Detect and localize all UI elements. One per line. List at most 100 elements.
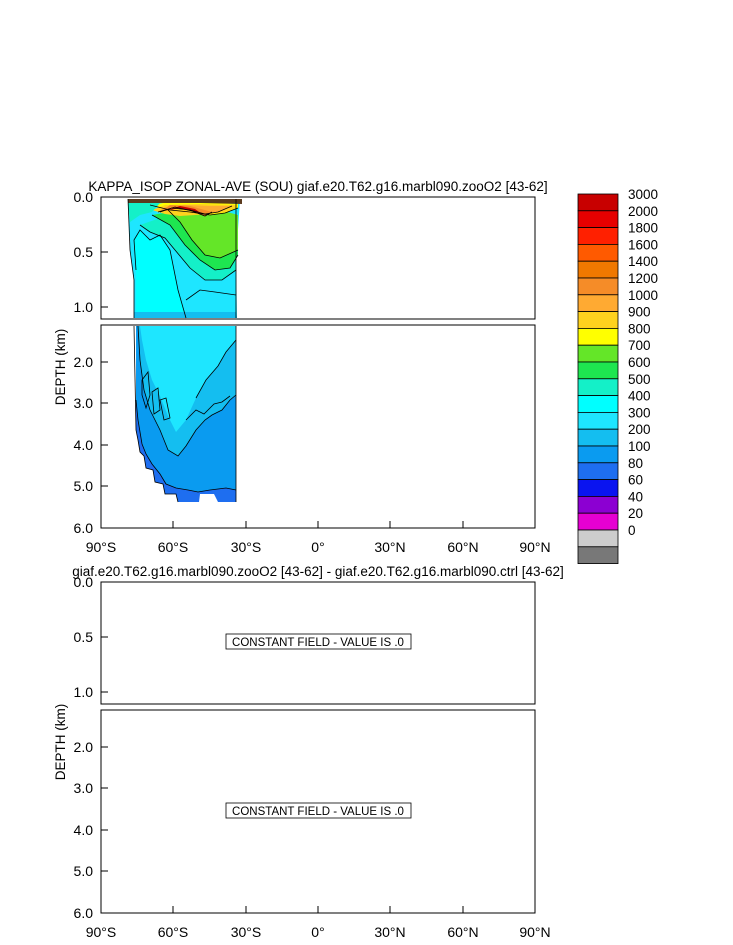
colorbar-box [577, 327, 619, 346]
colorbar-box [577, 445, 619, 464]
colorbar-level-label: 900 [628, 305, 651, 320]
x-tick-label: 30°S [231, 924, 262, 940]
colorbar-box [577, 294, 619, 312]
x-tick-label: 0° [311, 539, 324, 555]
colorbar-level-label: 3000 [628, 187, 658, 202]
colorbar-box [577, 260, 619, 279]
x-tick-label: 60°N [447, 539, 478, 555]
colorbar-box [577, 210, 619, 229]
y-tick-label: 1.0 [74, 684, 94, 700]
contour-line [185, 395, 231, 421]
contour-line [139, 224, 237, 281]
colorbar-level-label: 700 [628, 338, 651, 353]
colorbar-level-label: 2000 [628, 204, 658, 219]
top-upper-panel-frame [100, 196, 536, 320]
colorbar-box [577, 227, 619, 245]
x-tick-label: 60°S [158, 924, 189, 940]
colorbar-box [577, 193, 619, 212]
y-tick-label: 1.0 [74, 299, 94, 315]
y-tick-label: 0.5 [74, 244, 94, 260]
y-tick-label: 2.0 [74, 739, 94, 755]
colorbar-level-label: 100 [628, 439, 651, 454]
x-tick-label: 30°N [374, 924, 405, 940]
contour-line [151, 214, 239, 271]
top-plot-title: KAPPA_ISOP ZONAL-AVE (SOU) giaf.e20.T62.… [88, 179, 547, 194]
colorbar-level-label: 20 [628, 506, 643, 521]
colorbar-box [577, 495, 619, 514]
bottom-plot-title: giaf.e20.T62.g16.marbl090.zooO2 [43-62] … [72, 564, 564, 579]
colorbar-box [577, 529, 619, 548]
annotation-box [225, 633, 412, 650]
contour-line [167, 209, 239, 259]
colorbar-box [577, 411, 619, 430]
colorbar-level-label: 1400 [628, 254, 658, 269]
colorbar-level-label: 0 [628, 523, 636, 538]
y-tick-label: 3.0 [74, 395, 94, 411]
contour-fill-400-500 [134, 230, 186, 318]
y-tick-label: 0.0 [74, 574, 94, 590]
contour-line [185, 289, 237, 301]
colorbar-level-label: 200 [628, 422, 651, 437]
x-tick-label: 90°N [519, 924, 550, 940]
y-tick-label: 4.0 [74, 822, 94, 838]
colorbar-box [577, 378, 619, 396]
y-axis-label: DEPTH (km) [53, 704, 68, 781]
x-tick-label: 90°S [86, 924, 117, 940]
contour-fill-400-500 [140, 326, 236, 432]
top-lower-contours [133, 325, 237, 503]
top-lower-contour-lines [133, 325, 237, 503]
top-x-axis: 90°S 60°S 30°S 0° 30°N 60°N 90°N [86, 521, 551, 555]
x-tick-label: 30°S [231, 539, 262, 555]
contour-line [137, 325, 237, 457]
contour-line [195, 339, 237, 399]
x-tick-label: 90°N [519, 539, 550, 555]
y-tick-label: 0.5 [74, 629, 94, 645]
colorbar-box [577, 479, 619, 497]
colorbar-box [577, 395, 619, 413]
contour-line [151, 387, 161, 415]
x-tick-label: 60°N [447, 924, 478, 940]
y-tick-label: 5.0 [74, 478, 94, 494]
bottom-x-axis: 90°S 60°S 30°S 0° 30°N 60°N 90°N [86, 906, 551, 940]
colorbar-box [577, 462, 619, 480]
y-tick-label: 5.0 [74, 863, 94, 879]
contour-line [127, 198, 131, 251]
colorbar: 3000200018001600140012001000900800700600… [577, 187, 658, 564]
colorbar-box [577, 277, 619, 296]
y-tick-label: 6.0 [74, 905, 94, 921]
annotation-box [225, 802, 412, 819]
contour-line [135, 399, 237, 493]
bottom-annotation-lower: CONSTANT FIELD - VALUE IS .0 [225, 802, 412, 819]
contour-line [133, 325, 179, 503]
y-tick-label: 4.0 [74, 437, 94, 453]
colorbar-level-label: 400 [628, 389, 651, 404]
y-axis-label: DEPTH (km) [53, 329, 68, 406]
contour-line [159, 206, 213, 217]
contour-fill-surface-band [128, 199, 242, 204]
x-tick-label: 60°S [158, 539, 189, 555]
top-y-axis: 0.0 0.5 1.0 2.0 3.0 4.0 5.0 6.0 DEPTH (k… [53, 189, 108, 536]
bottom-y-axis: 0.0 0.5 1.0 2.0 3.0 4.0 5.0 6.0 DEPTH (k… [53, 574, 108, 921]
y-tick-label: 2.0 [74, 354, 94, 370]
annotation-text: CONSTANT FIELD - VALUE IS .0 [232, 637, 404, 649]
x-tick-label: 30°N [374, 539, 405, 555]
y-tick-label: 3.0 [74, 780, 94, 796]
top-upper-contour-lines [127, 198, 239, 319]
x-tick-label: 90°S [86, 539, 117, 555]
annotation-text: CONSTANT FIELD - VALUE IS .0 [232, 806, 404, 818]
contour-line [129, 249, 135, 318]
colorbar-box [577, 428, 619, 447]
top-plot-data [127, 198, 242, 503]
contour-line [133, 229, 187, 319]
colorbar-level-label: 60 [628, 473, 643, 488]
contour-fill-top-shelf [128, 203, 160, 222]
bottom-upper-panel-frame [100, 581, 536, 705]
bottom-annotation-upper: CONSTANT FIELD - VALUE IS .0 [225, 633, 412, 650]
colorbar-level-label: 800 [628, 321, 651, 336]
colorbar-box [577, 344, 619, 363]
colorbar-box [577, 243, 619, 262]
x-tick-label: 0° [311, 924, 324, 940]
contour-line [159, 397, 171, 421]
contour-line [141, 370, 151, 410]
